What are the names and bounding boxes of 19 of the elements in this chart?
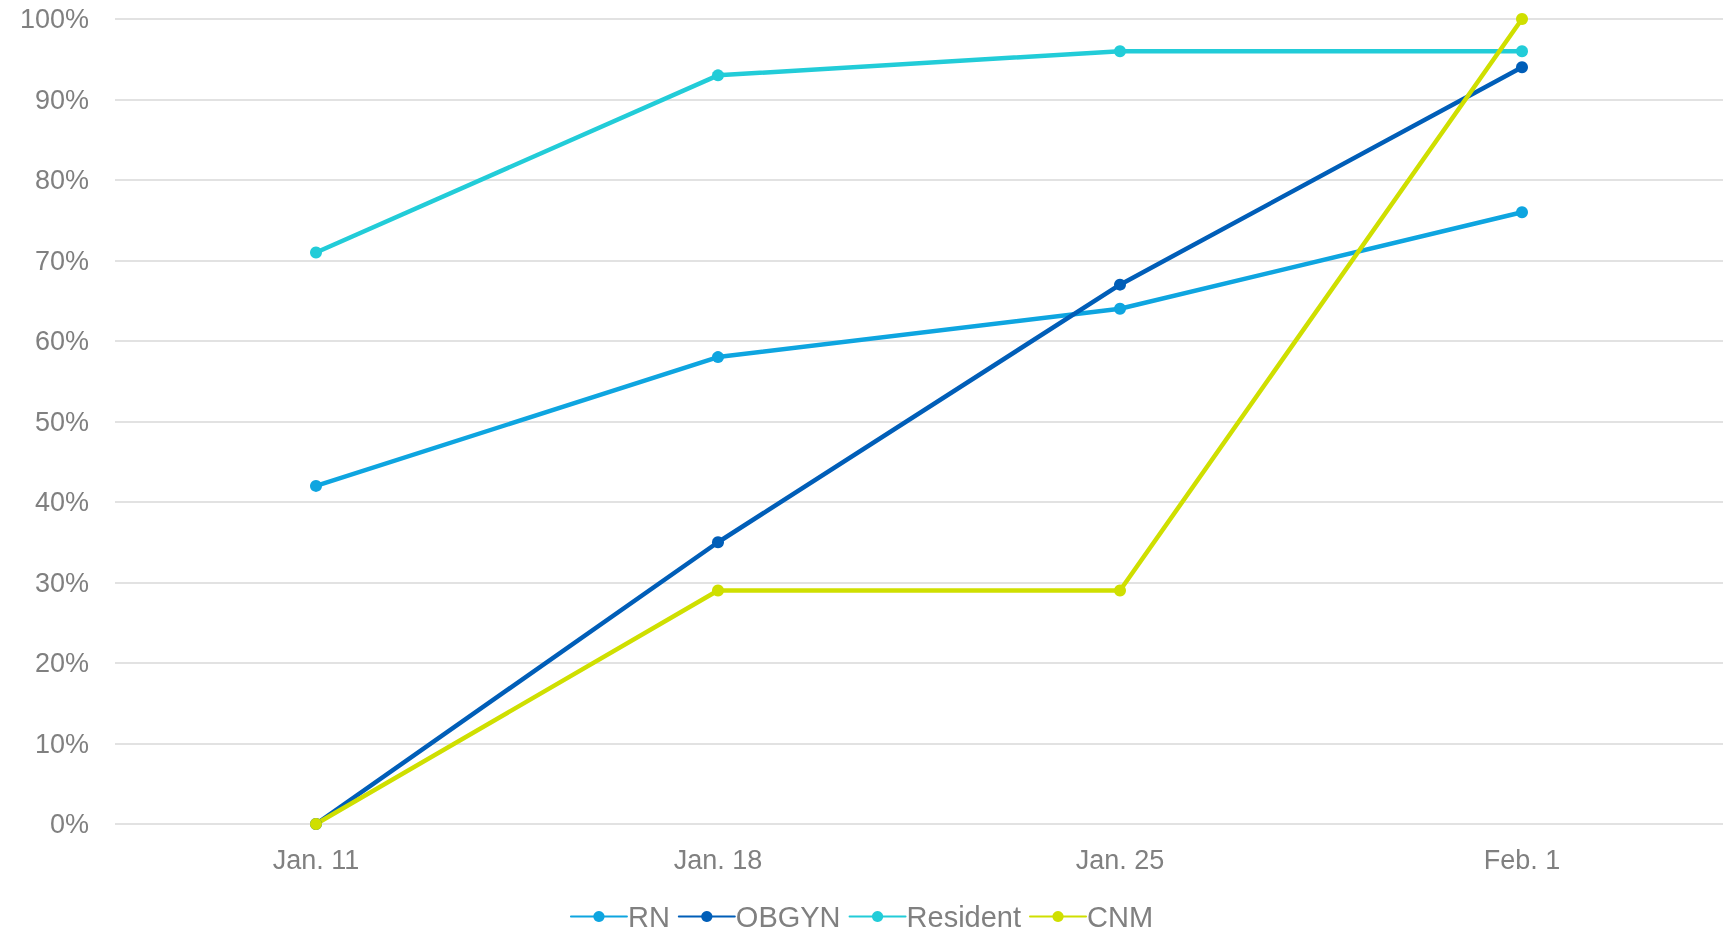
legend-label: CNM [1087,900,1154,933]
x-tick-label: Feb. 1 [1483,844,1561,875]
y-tick-label: 20% [34,648,89,678]
y-tick-label: 40% [34,487,89,517]
legend-label: OBGYN [735,900,841,933]
y-tick-label: 80% [34,165,89,195]
y-tick-label: 50% [34,406,89,437]
legend-label: RN [627,900,670,933]
y-tick-label: 90% [34,84,89,115]
y-tick-label: 0% [49,809,89,839]
x-tick-label: Jan. 11 [272,844,360,875]
y-tick-label: 30% [34,567,89,598]
y-tick-label: 100% [19,4,89,34]
y-tick-label: 70% [34,245,89,276]
y-tick-label: 10% [34,728,89,759]
y-tick-label: 60% [34,326,89,356]
x-tick-label: Jan. 18 [673,844,763,875]
x-tick-label: Jan. 25 [1075,844,1165,875]
legend-label: Resident [906,900,1022,933]
